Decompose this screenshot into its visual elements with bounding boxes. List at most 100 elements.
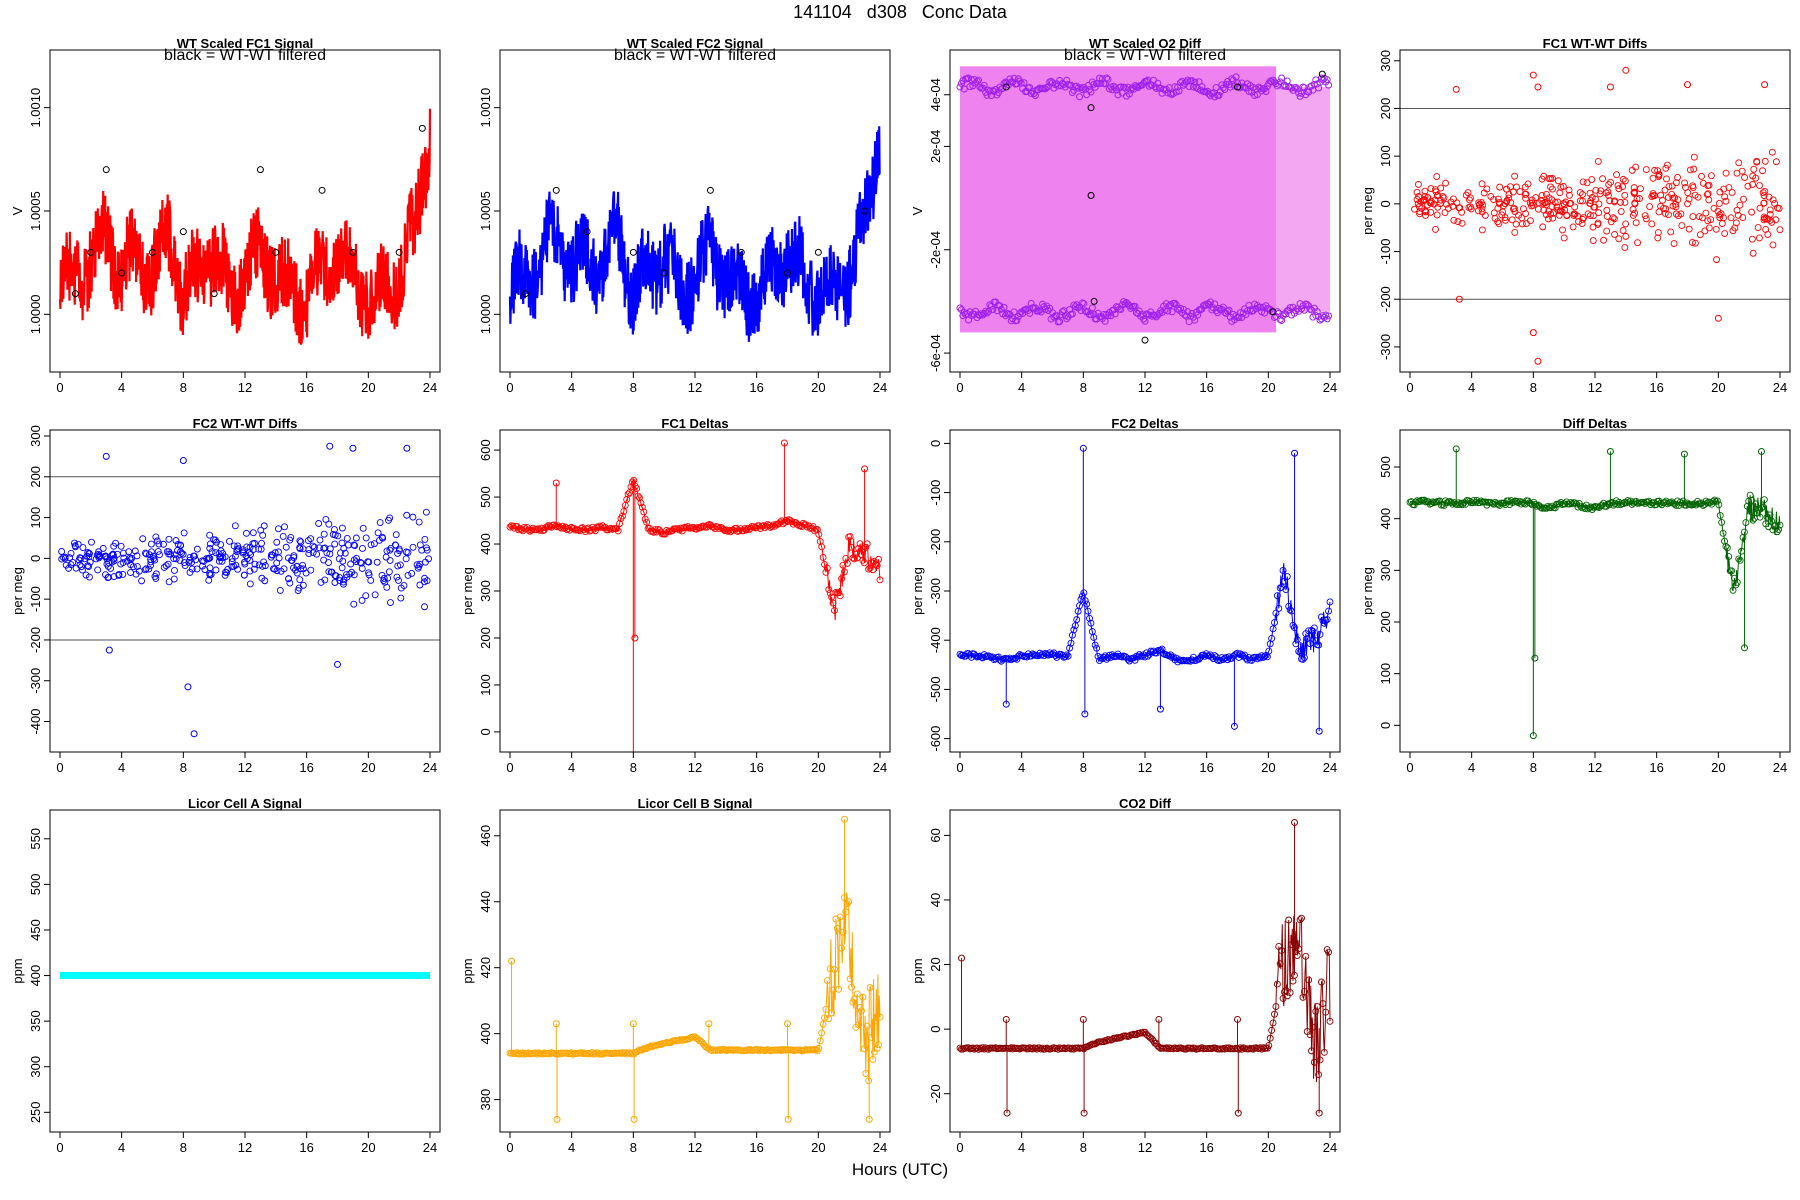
y-tick-label: 0: [478, 728, 493, 735]
data-point: [347, 560, 355, 568]
data-point: [357, 559, 364, 566]
data-point: [1571, 210, 1579, 218]
data-point: [872, 561, 880, 569]
data-point: [1063, 315, 1071, 323]
x-tick-label: 24: [423, 760, 437, 775]
plot-area: [58, 108, 432, 345]
y-tick-label: 500: [478, 486, 493, 508]
data-point: [515, 526, 522, 534]
data-point: [102, 552, 110, 560]
data-point: [845, 898, 853, 906]
data-point: [199, 562, 206, 570]
data-point: [1516, 188, 1524, 196]
x-tick-label: 20: [361, 760, 375, 775]
data-point: [1278, 946, 1286, 954]
data-point: [1144, 652, 1152, 660]
data-point: [1286, 606, 1294, 614]
data-point: [133, 563, 141, 570]
x-tick-label: 16: [749, 1140, 763, 1155]
data-point: [271, 549, 279, 557]
data-point: [1320, 1048, 1328, 1056]
data-point: [819, 1020, 827, 1028]
data-point: [393, 573, 401, 581]
data-point: [112, 539, 120, 547]
y-tick-label: 400: [478, 533, 493, 555]
data-point: [1422, 208, 1430, 216]
data-point: [1642, 215, 1650, 223]
outlier-point: [1455, 295, 1463, 303]
data-point: [339, 557, 347, 565]
data-point: [842, 555, 850, 562]
data-point: [1283, 573, 1291, 580]
data-point: [1278, 74, 1286, 82]
outlier-point: [184, 683, 192, 691]
data-point: [1649, 190, 1657, 198]
panel-title: Licor Cell A Signal: [188, 796, 302, 811]
data-point: [282, 543, 290, 551]
x-tick-label: 4: [568, 380, 575, 395]
panel-licora: 0 4 8 12 16 20 24 250 300 350 400 450 500 550 Licor Ce…: [10, 796, 441, 1155]
x-tick-label: 16: [1199, 380, 1213, 395]
x-tick-label: 24: [873, 380, 887, 395]
data-point: [180, 529, 188, 537]
data-point: [872, 1017, 880, 1025]
data-point: [145, 551, 153, 559]
outlier-point: [1534, 83, 1542, 91]
data-point: [1319, 1000, 1327, 1007]
data-point: [190, 552, 197, 560]
spike-point: [1079, 444, 1087, 452]
data-point: [290, 554, 298, 561]
data-point: [246, 556, 254, 564]
data-point: [1067, 639, 1075, 647]
x-tick-label: 24: [423, 1140, 437, 1155]
data-point: [1172, 301, 1180, 309]
data-point: [1234, 649, 1241, 657]
data-point: [365, 569, 373, 577]
data-point: [84, 562, 92, 570]
filtered-point: [629, 248, 637, 256]
data-point: [832, 915, 840, 923]
data-point: [1318, 613, 1325, 621]
data-point: [1629, 205, 1637, 213]
x-tick-label: 20: [811, 380, 825, 395]
y-tick-label: 20: [928, 957, 943, 971]
data-point: [1562, 198, 1570, 206]
data-point: [1619, 175, 1627, 183]
spike-point: [1003, 1109, 1011, 1117]
data-point: [339, 578, 347, 586]
data-point: [1576, 189, 1584, 196]
data-point: [149, 552, 157, 560]
data-point: [1310, 624, 1318, 632]
data-point: [1739, 214, 1747, 221]
data-point: [1413, 196, 1421, 203]
data-point: [234, 545, 242, 553]
data-point: [1686, 166, 1694, 174]
data-point: [1734, 211, 1742, 219]
filtered-point: [583, 228, 591, 236]
data-point: [270, 565, 277, 573]
plot-area: [1406, 445, 1784, 740]
outlier-point: [102, 452, 110, 460]
data-point: [1632, 163, 1640, 171]
outlier-point: [334, 660, 341, 668]
data-point: [1437, 184, 1445, 192]
data-point: [1158, 645, 1166, 653]
x-tick-label: 8: [1530, 760, 1537, 775]
data-point: [825, 1015, 833, 1023]
outlier-point: [1761, 81, 1769, 89]
x-tick-label: 0: [56, 760, 63, 775]
data-point: [414, 564, 422, 572]
data-point: [825, 586, 833, 593]
x-tick-label: 0: [506, 760, 513, 775]
data-point: [1573, 500, 1580, 508]
data-point: [1322, 311, 1330, 319]
data-point: [1271, 1010, 1278, 1018]
data-point: [286, 536, 294, 544]
series-line: [959, 915, 1331, 1083]
data-point: [1713, 256, 1720, 264]
data-point: [400, 582, 408, 589]
filtered-point: [1141, 336, 1149, 344]
data-point: [423, 544, 430, 552]
spike-point: [1079, 1015, 1087, 1023]
x-tick-label: 0: [56, 380, 63, 395]
